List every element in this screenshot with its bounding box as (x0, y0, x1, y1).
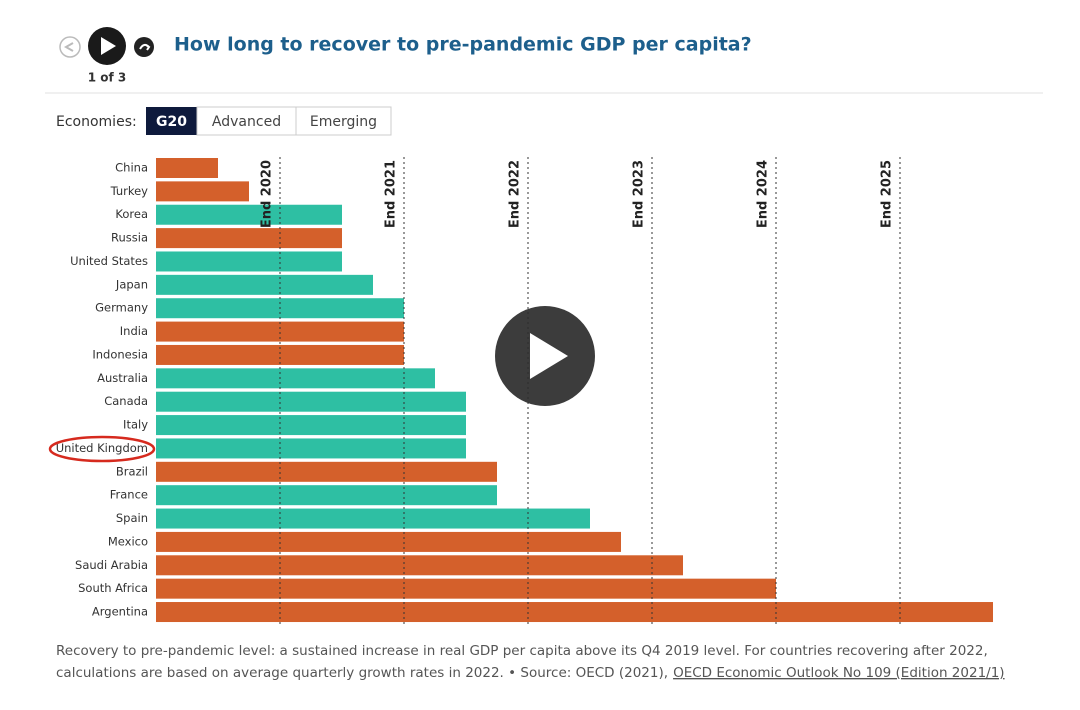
y-tick-label: India (120, 324, 148, 338)
y-tick-label: China (115, 161, 148, 175)
bar (156, 578, 776, 599)
segmented-control: G20 Advanced Emerging (146, 106, 392, 136)
bar (156, 602, 993, 623)
bar (156, 344, 404, 365)
tab-advanced[interactable] (196, 106, 297, 136)
play-slides-button[interactable] (88, 27, 126, 65)
controls-label: Economies: (56, 114, 137, 130)
video-play-overlay[interactable] (495, 306, 595, 406)
x-tick-label: End 2024 (756, 160, 771, 228)
y-tick-label: Russia (111, 231, 148, 245)
y-tick-label: Indonesia (92, 347, 148, 361)
prev-button[interactable] (59, 36, 81, 58)
bar (156, 158, 218, 178)
x-tick-label: End 2021 (384, 160, 399, 228)
y-tick-label: South Africa (78, 581, 148, 595)
bar (156, 321, 404, 342)
bar (156, 274, 373, 295)
y-tick-label: Canada (104, 394, 148, 408)
x-tick-label: End 2022 (508, 160, 523, 228)
bar (156, 368, 435, 389)
y-tick-label: Japan (115, 277, 148, 291)
tab-emerging[interactable] (295, 106, 392, 136)
bar (156, 508, 590, 529)
bar (156, 204, 342, 225)
slide-counter: 1 of 3 (88, 71, 127, 85)
footnote: Recovery to pre-pandemic level: a sustai… (56, 643, 988, 659)
y-tick-label: Italy (123, 418, 148, 432)
bar (156, 228, 342, 249)
y-tick-label: United Kingdom (56, 441, 148, 455)
bar (156, 438, 466, 459)
x-tick-label: End 2023 (632, 160, 647, 228)
y-tick-label: Argentina (92, 605, 148, 619)
y-tick-label: France (110, 488, 148, 502)
y-tick-label: Saudi Arabia (75, 558, 148, 572)
bar (156, 485, 497, 506)
source-link[interactable]: OECD Economic Outlook No 109 (Edition 20… (673, 665, 1005, 681)
footnote-text: calculations are based on average quarte… (56, 665, 668, 681)
y-tick-label: Mexico (108, 534, 148, 548)
y-tick-label: Australia (97, 371, 148, 385)
tab-g20[interactable] (146, 107, 197, 135)
highlight-ring (48, 435, 156, 463)
tab-label[interactable]: Emerging (310, 114, 377, 130)
bar (156, 415, 466, 436)
bar (156, 461, 497, 482)
y-tick-label: Germany (95, 301, 148, 315)
next-button[interactable] (134, 37, 154, 57)
tab-label[interactable]: G20 (156, 114, 187, 130)
y-tick-label: Spain (116, 511, 148, 525)
chart-title: How long to recover to pre-pandemic GDP … (174, 34, 752, 56)
tab-label[interactable]: Advanced (212, 114, 281, 130)
bar (156, 391, 466, 412)
y-tick-label: Turkey (110, 184, 149, 198)
bar (156, 181, 249, 202)
x-tick-label: End 2020 (260, 160, 275, 228)
bar (156, 555, 683, 576)
y-tick-label: Korea (115, 207, 148, 221)
y-tick-label: Brazil (116, 464, 148, 478)
bar (156, 251, 342, 272)
y-tick-label: United States (70, 254, 148, 268)
bar (156, 531, 621, 552)
footnote: calculations are based on average quarte… (56, 665, 1005, 681)
x-tick-label: End 2025 (880, 160, 895, 228)
